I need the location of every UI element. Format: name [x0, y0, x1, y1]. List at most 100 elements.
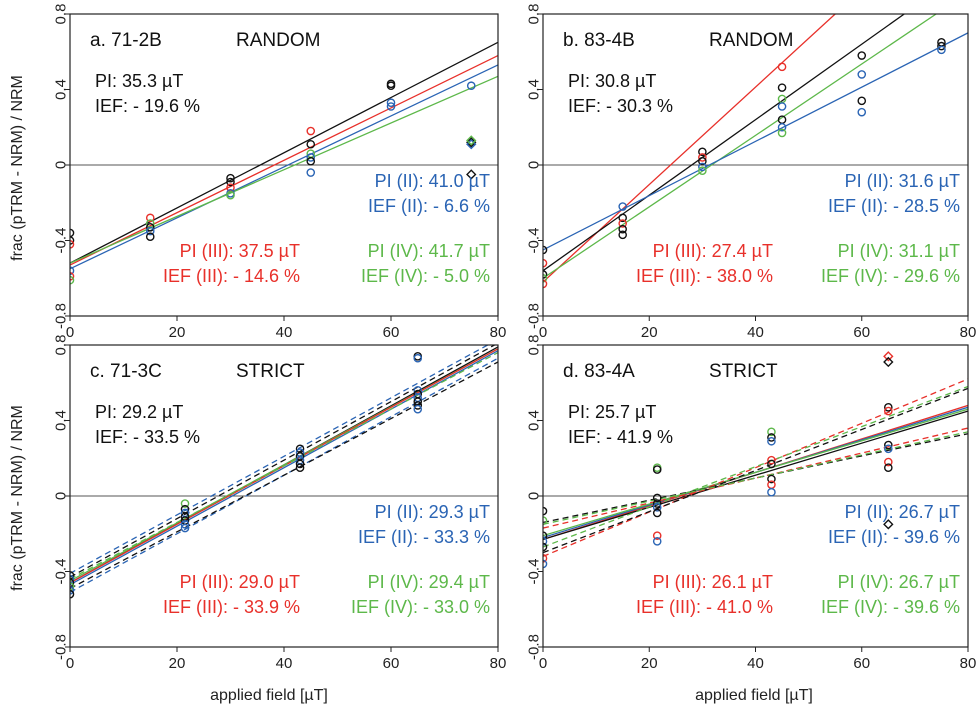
- data-point: [386, 98, 396, 108]
- data-point: [145, 232, 155, 242]
- y-tick-label: 0.4: [53, 410, 70, 431]
- y-tick-label: 0: [526, 161, 543, 169]
- x-tick-label: 40: [276, 655, 293, 672]
- x-tick-label: 40: [747, 655, 764, 672]
- y-tick-label: 0: [526, 492, 543, 500]
- y-tick-label: 0.8: [53, 335, 70, 356]
- fit-line-blue: [70, 64, 498, 270]
- pi-iii-value: PI (III): 27.4 µT: [653, 241, 773, 261]
- data-point: [413, 404, 423, 414]
- fit-line-green: [543, 14, 937, 279]
- x-tick-label: 0: [66, 655, 74, 672]
- data-point: [884, 463, 893, 472]
- data-point: [652, 531, 662, 540]
- data-point: [413, 353, 423, 363]
- x-tick-label: 20: [169, 655, 186, 672]
- y-tick-label: -0.4: [53, 559, 70, 585]
- data-point-diamond: [466, 169, 477, 180]
- y-tick-label: 0.8: [526, 4, 543, 25]
- y-tick-label: 0.8: [526, 335, 543, 356]
- data-point: [180, 520, 190, 529]
- pi-iii-value: PI (III): 26.1 µT: [653, 572, 773, 592]
- y-tick-label: -0.4: [526, 559, 543, 585]
- data-point: [145, 213, 155, 223]
- y-tick-label: 0.4: [526, 410, 543, 431]
- x-tick-label: 80: [960, 324, 977, 341]
- ief-value: IEF: - 41.9 %: [568, 427, 673, 447]
- pi-ii-value: PI (II): 41.0 µT: [375, 171, 490, 191]
- data-point: [652, 537, 662, 546]
- fit-line-red: [70, 54, 498, 266]
- bound-line-red: [543, 378, 968, 557]
- data-point: [884, 444, 893, 454]
- pi-iii-value: PI (III): 37.5 µT: [180, 241, 300, 261]
- panel-c: 0 20 40 60 80 -0.8 -0.4 0 0.4 0.8 c. 71-3C STRICT PI…: [53, 335, 507, 672]
- pi-iv-value: PI (IV): 41.7 µT: [368, 241, 490, 261]
- panel-a: 0 20 40 60 80 -0.8 -0.4 0 0.4 0.8 a. 71-2B RANDOM PI…: [53, 4, 507, 341]
- fit-line-blue: [70, 350, 498, 586]
- x-axis-label-left: applied field [µT]: [210, 687, 328, 704]
- data-point: [777, 128, 787, 138]
- panel-method: STRICT: [709, 361, 778, 382]
- data-point: [777, 122, 787, 132]
- data-point: [884, 457, 893, 467]
- data-point: [618, 213, 627, 223]
- ief-value: IEF: - 30.3 %: [568, 96, 673, 116]
- bound-line-green: [543, 431, 968, 525]
- x-tick-label: 60: [383, 324, 400, 341]
- panel-method: RANDOM: [709, 30, 793, 51]
- data-point: [306, 168, 316, 177]
- ief-ii-value: IEF (II): - 33.3 %: [358, 527, 490, 547]
- data-point: [386, 102, 396, 111]
- panel-title: b. 83-4B: [563, 30, 635, 51]
- bound-line-red: [543, 427, 968, 529]
- data-point: [618, 230, 627, 240]
- data-point: [145, 226, 155, 236]
- data-point: [226, 177, 235, 187]
- x-tick-label: 60: [853, 655, 870, 672]
- fit-line-black: [543, 14, 905, 272]
- x-tick-label: 20: [641, 324, 658, 341]
- data-point: [180, 523, 190, 533]
- data-point: [306, 156, 316, 166]
- data-point: [226, 190, 235, 200]
- fit-line-black: [543, 410, 968, 541]
- data-point: [618, 219, 627, 228]
- ief-ii-value: IEF (II): - 28.5 %: [828, 196, 960, 216]
- x-tick-label: 40: [747, 324, 764, 341]
- panel-title: a. 71-2B: [90, 30, 162, 51]
- fit-line-black: [70, 41, 498, 264]
- fit-line-green: [70, 75, 498, 264]
- data-point: [618, 202, 627, 211]
- data-point-diamond: [466, 135, 477, 146]
- y-tick-label: -0.8: [53, 634, 70, 660]
- data-point: [767, 427, 776, 437]
- panel-d: 0 20 40 60 80 -0.8 -0.4 0 0.4 0.8 d. 83-4A STRICT PI…: [526, 335, 977, 672]
- data-point: [698, 147, 707, 157]
- ief-iv-value: IEF (IV): - 29.6 %: [821, 266, 960, 286]
- x-tick-label: 0: [539, 324, 547, 341]
- pi-value: PI: 25.7 µT: [568, 402, 656, 422]
- data-point: [413, 401, 423, 410]
- bound-line-blue: [70, 345, 489, 574]
- ief-value: IEF: - 33.5 %: [95, 427, 200, 447]
- y-axis-label-bottom: frac (pTRM - NRM) / NRM: [9, 405, 26, 591]
- data-point: [857, 51, 867, 60]
- y-tick-label: 0: [53, 161, 70, 169]
- data-point: [386, 79, 396, 89]
- ief-value: IEF: - 19.6 %: [95, 96, 200, 116]
- ief-ii-value: IEF (II): - 6.6 %: [368, 196, 490, 216]
- y-axis-label-top: frac (pTRM - NRM) / NRM: [9, 75, 26, 261]
- ief-iii-value: IEF (III): - 14.6 %: [163, 266, 300, 286]
- fit-line-blue: [543, 32, 968, 251]
- pi-iv-value: PI (IV): 26.7 µT: [838, 572, 960, 592]
- y-tick-label: 0.4: [53, 79, 70, 100]
- data-point: [777, 83, 787, 92]
- panel-method: RANDOM: [236, 30, 320, 51]
- data-point: [884, 440, 893, 450]
- pi-iv-value: PI (IV): 31.1 µT: [838, 241, 960, 261]
- y-tick-label: -0.8: [526, 303, 543, 329]
- fit-line-red: [543, 14, 836, 283]
- x-tick-label: 80: [490, 324, 507, 341]
